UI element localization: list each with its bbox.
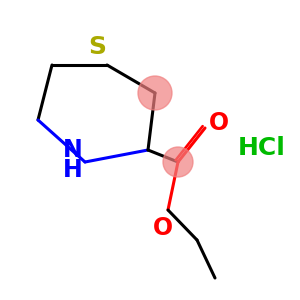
Text: HCl: HCl [238, 136, 286, 160]
Text: N: N [63, 138, 83, 162]
Text: O: O [153, 216, 173, 240]
Circle shape [163, 147, 193, 177]
Text: S: S [88, 35, 106, 59]
Circle shape [138, 76, 172, 110]
Text: O: O [209, 111, 229, 135]
Text: H: H [63, 158, 83, 182]
